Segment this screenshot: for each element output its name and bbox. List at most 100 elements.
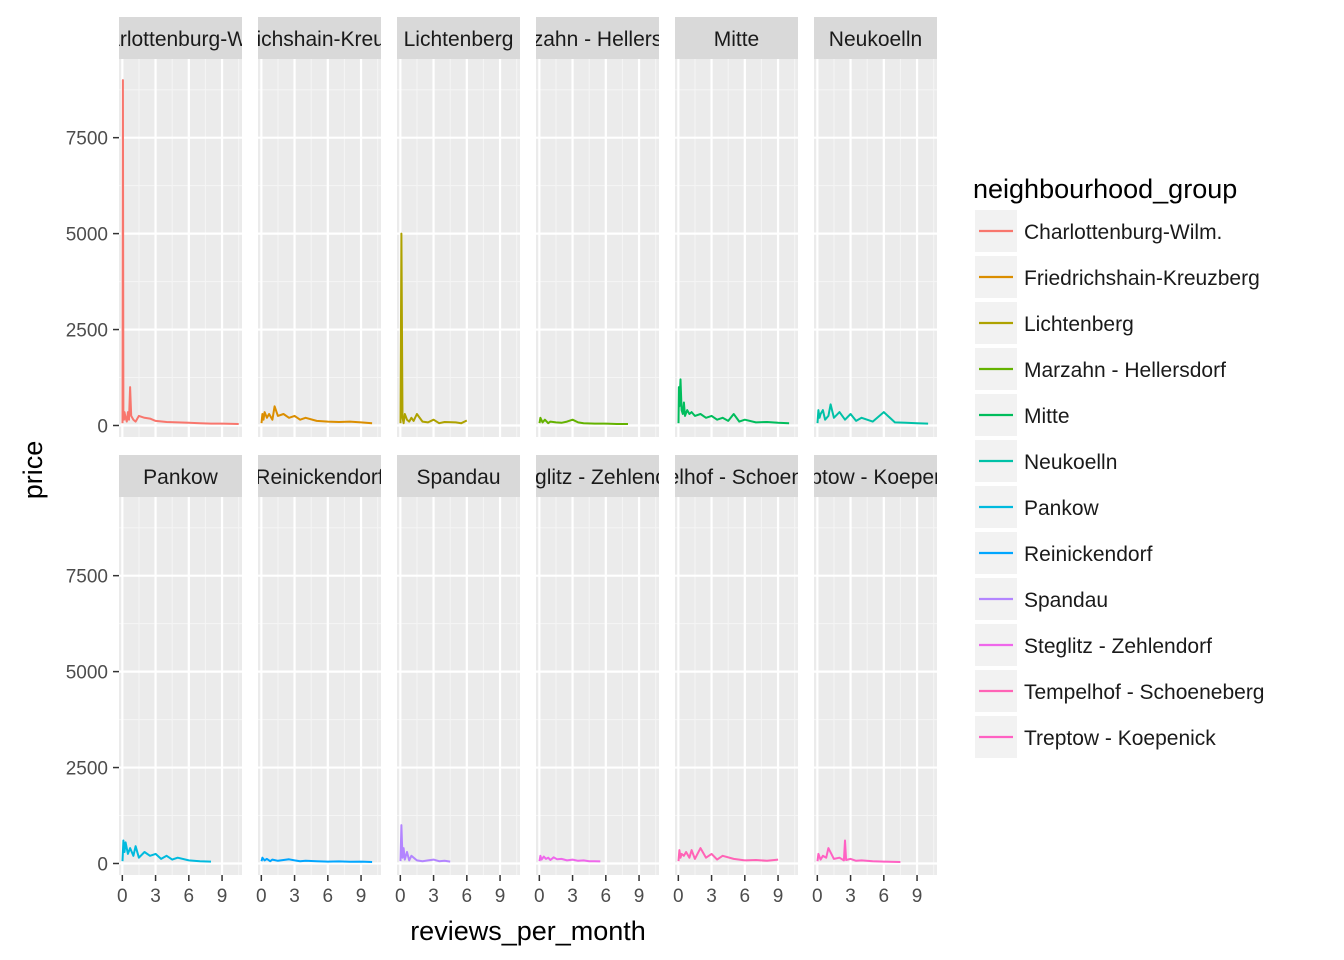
- series-line: [121, 79, 239, 425]
- x-tick-label: 9: [634, 886, 645, 907]
- facet-strip: [536, 17, 659, 59]
- x-tick-label: 6: [879, 886, 890, 907]
- y-tick-label: 5000: [66, 225, 108, 246]
- panel-background: [258, 497, 381, 875]
- gridlines: [814, 497, 937, 875]
- facet-strip-label: Tempelhof - Schoeneberg: [616, 466, 857, 489]
- facet-strip: [397, 455, 520, 497]
- legend-label: Treptow - Koepenick: [1024, 727, 1216, 750]
- series-line: [816, 403, 929, 425]
- facet-strip-label: Friedrichshain-Kreuzberg: [202, 28, 438, 51]
- legend-title: neighbourhood_group: [973, 174, 1237, 204]
- gridlines: [119, 497, 242, 875]
- gridlines: [536, 59, 659, 437]
- y-axis-title: price: [18, 441, 48, 500]
- facet-strip-label: Charlottenburg-Wilm.: [81, 28, 279, 51]
- x-tick-label: 6: [184, 886, 195, 907]
- facet-strip-label: Lichtenberg: [404, 28, 514, 51]
- facet-strip-label: Mitte: [714, 28, 760, 51]
- facet-panel: Steglitz - Zehlendorf: [536, 455, 659, 875]
- legend-label: Spandau: [1024, 589, 1108, 612]
- panel-background: [119, 59, 242, 437]
- facet-strip: [675, 17, 798, 59]
- gridlines: [119, 59, 242, 437]
- facet-strip: [119, 17, 242, 59]
- gridlines: [675, 59, 798, 437]
- facet-strip: [675, 455, 798, 497]
- series-line: [399, 824, 451, 863]
- series-line: [399, 232, 468, 425]
- x-tick-label: 9: [773, 886, 784, 907]
- facet-panel: Mitte: [675, 17, 798, 437]
- panel-background: [675, 497, 798, 875]
- y-tick-label: 0: [97, 416, 108, 437]
- legend-label: Lichtenberg: [1024, 313, 1134, 336]
- facet-panel: Marzahn - Hellersdorf: [497, 17, 699, 437]
- y-tick-label: 2500: [66, 759, 108, 780]
- facet-strip: [814, 17, 937, 59]
- y-axes: 0 2500 5000 7500 0 2500 5000 7500: [66, 129, 119, 875]
- x-tick-label: 9: [495, 886, 506, 907]
- facet-strip: [536, 455, 659, 497]
- series-line: [677, 847, 779, 862]
- legend-item: Steglitz - Zehlendorf: [975, 624, 1212, 666]
- facet-strip-label: Treptow - Koepenick: [780, 466, 972, 489]
- facet-strip-label: Reinickendorf: [255, 466, 384, 489]
- panel-background: [814, 59, 937, 437]
- y-tick-label: 0: [97, 854, 108, 875]
- facet-strip-label: Spandau: [416, 466, 500, 489]
- x-tick-label: 6: [601, 886, 612, 907]
- panel-background: [675, 59, 798, 437]
- panel-background: [814, 497, 937, 875]
- facet-panel: Lichtenberg: [397, 17, 520, 437]
- facet-panel: Pankow: [119, 455, 242, 875]
- series-line: [538, 416, 628, 425]
- facet-strip-label: Neukoelln: [829, 28, 922, 51]
- x-tick-label: 3: [706, 886, 717, 907]
- legend-label: Steglitz - Zehlendorf: [1024, 635, 1212, 658]
- legend-items: Charlottenburg-Wilm. Friedrichshain-Kreuz…: [975, 210, 1265, 758]
- facet-panel: Tempelhof - Schoeneberg: [616, 455, 857, 875]
- facet-strip: [258, 455, 381, 497]
- facet-strip: [258, 17, 381, 59]
- series-line: [816, 839, 901, 863]
- legend-item: Treptow - Koepenick: [975, 716, 1216, 758]
- legend-item: Marzahn - Hellersdorf: [975, 348, 1226, 390]
- legend-label: Charlottenburg-Wilm.: [1024, 221, 1222, 244]
- legend-label: Mitte: [1024, 405, 1070, 428]
- gridlines: [814, 59, 937, 437]
- x-tick-label: 9: [217, 886, 228, 907]
- panel-background: [119, 497, 242, 875]
- series-line: [121, 839, 212, 863]
- x-tick-label: 6: [462, 886, 473, 907]
- x-tick-label: 3: [428, 886, 439, 907]
- panel-background: [397, 497, 520, 875]
- legend-label: Pankow: [1024, 497, 1100, 520]
- x-tick-label: 3: [150, 886, 161, 907]
- y-tick-label: 5000: [66, 663, 108, 684]
- series-line: [538, 854, 601, 863]
- legend-item: Neukoelln: [975, 440, 1117, 482]
- legend-item: Reinickendorf: [975, 532, 1153, 574]
- legend-item: Friedrichshain-Kreuzberg: [975, 256, 1260, 298]
- facet-panel: Treptow - Koepenick: [780, 455, 972, 875]
- legend-item: Mitte: [975, 394, 1070, 436]
- legend-label: Tempelhof - Schoeneberg: [1024, 681, 1265, 704]
- facet-strip: [814, 455, 937, 497]
- x-tick-label: 0: [117, 886, 128, 907]
- facet-strip-label: Pankow: [143, 466, 219, 489]
- gridlines: [258, 497, 381, 875]
- panel-background: [397, 59, 520, 437]
- gridlines: [675, 497, 798, 875]
- facet-strip: [119, 455, 242, 497]
- facet-panels: Charlottenburg-Wilm.Friedrichshain-Kreuz…: [81, 17, 972, 875]
- x-tick-label: 9: [912, 886, 923, 907]
- legend-item: Lichtenberg: [975, 302, 1134, 344]
- facet-strip-label: Marzahn - Hellersdorf: [497, 28, 699, 51]
- gridlines: [536, 497, 659, 875]
- panel-background: [258, 59, 381, 437]
- legend-item: Pankow: [975, 486, 1100, 528]
- x-tick-label: 0: [395, 886, 406, 907]
- x-tick-label: 3: [567, 886, 578, 907]
